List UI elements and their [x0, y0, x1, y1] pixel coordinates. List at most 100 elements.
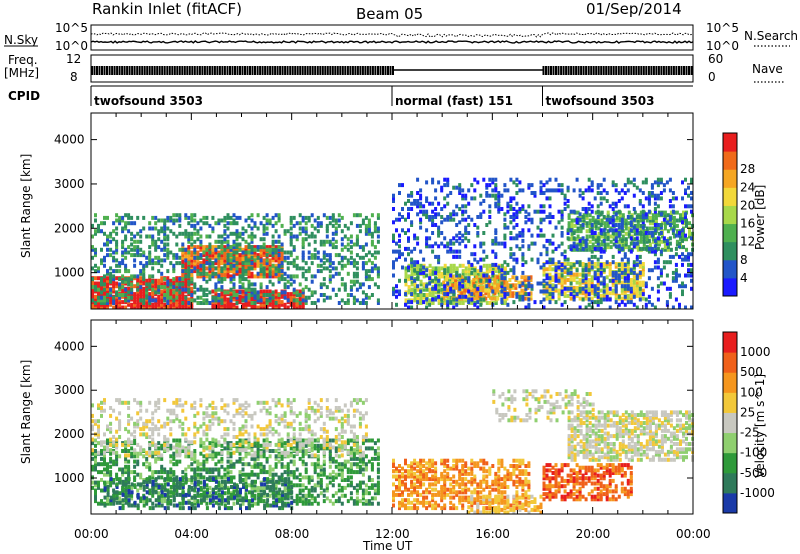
heatmap-cell — [665, 241, 669, 246]
heatmap-cell — [461, 212, 465, 217]
heatmap-cell — [277, 271, 281, 276]
heatmap-cell — [202, 287, 206, 292]
heatmap-cell — [154, 281, 158, 286]
heatmap-cell — [226, 221, 230, 226]
heatmap-cell — [130, 446, 134, 451]
heatmap-cell — [232, 258, 236, 263]
heatmap-cell — [211, 302, 215, 307]
y-tick-label: 3000 — [54, 177, 85, 191]
heatmap-cell — [376, 301, 380, 305]
heatmap-cell — [410, 191, 414, 195]
heatmap-cell — [497, 207, 501, 211]
heatmap-cell — [629, 278, 633, 282]
heatmap-cell — [265, 266, 269, 271]
heatmap-cell — [340, 229, 344, 234]
heatmap-cell — [578, 241, 582, 246]
heatmap-cell — [100, 279, 103, 284]
heatmap-cell — [416, 201, 420, 206]
heatmap-cell — [644, 297, 648, 302]
heatmap-cell — [235, 250, 239, 255]
y-tick-label: 2000 — [54, 221, 85, 235]
heatmap-cell — [690, 278, 693, 283]
heatmap-cell — [259, 263, 263, 268]
freq-bar — [208, 66, 211, 75]
heatmap-cell — [647, 238, 651, 243]
heatmap-cell — [590, 249, 594, 254]
heatmap-cell — [431, 301, 435, 305]
heatmap-cell — [196, 229, 200, 234]
heatmap-cell — [560, 188, 564, 193]
heatmap-cell — [626, 215, 630, 219]
heatmap-cell — [322, 282, 326, 287]
heatmap-cell — [557, 275, 561, 280]
heatmap-cell — [672, 223, 676, 228]
heatmap-cell — [545, 252, 549, 257]
heatmap-cell — [331, 237, 335, 242]
heatmap-cell — [681, 220, 684, 225]
heatmap-cell — [614, 273, 618, 278]
heatmap-cell — [142, 250, 146, 255]
heatmap-cell — [130, 302, 134, 307]
heatmap-cell — [455, 266, 459, 271]
heatmap-cell — [621, 242, 625, 247]
heatmap-cell — [611, 223, 615, 227]
heatmap-cell — [443, 196, 447, 201]
heatmap-cell — [395, 228, 398, 233]
heatmap-cell — [611, 291, 615, 296]
heatmap-cell — [247, 263, 251, 268]
heatmap-cell — [316, 269, 320, 274]
heatmap-cell — [283, 231, 287, 236]
heatmap-cell — [437, 298, 441, 303]
heatmap-cell — [193, 247, 197, 252]
heatmap-cell — [548, 215, 552, 219]
heatmap-cell — [500, 281, 504, 286]
heatmap-cell — [590, 180, 594, 185]
heatmap-cell — [259, 298, 263, 303]
heatmap-cell — [542, 289, 546, 294]
heatmap-cell — [277, 234, 281, 239]
heatmap-cell — [638, 201, 642, 206]
colorbar-tick-label: 8 — [740, 253, 748, 267]
heatmap-cell — [298, 289, 302, 294]
heatmap-cell — [494, 301, 498, 305]
heatmap-cell — [407, 285, 411, 290]
heatmap-cell — [226, 247, 230, 252]
heatmap-cell — [340, 247, 344, 252]
heatmap-cell — [557, 244, 561, 249]
heatmap-cell — [461, 271, 465, 276]
heatmap-cell — [259, 274, 263, 279]
freq-bar — [161, 66, 164, 75]
heatmap-cell — [115, 281, 119, 286]
heatmap-cell — [289, 261, 293, 266]
heatmap-cell — [671, 196, 675, 201]
heatmap-cell — [199, 263, 203, 268]
heatmap-cell — [97, 483, 100, 488]
heatmap-cell — [325, 234, 329, 239]
heatmap-cell — [690, 268, 693, 273]
nsky-scale-bottom-right: 10^0 — [706, 39, 739, 53]
heatmap-cell — [301, 245, 305, 250]
heatmap-cell — [199, 255, 203, 260]
heatmap-cell — [238, 234, 242, 239]
heatmap-cell — [404, 292, 407, 297]
heatmap-cell — [127, 221, 131, 226]
freq-bar — [562, 66, 565, 75]
heatmap-cell — [605, 217, 609, 222]
heatmap-cell — [454, 285, 458, 290]
heatmap-cell — [223, 247, 227, 252]
heatmap-cell — [494, 266, 498, 271]
nave-tick-high: 60 — [708, 52, 723, 66]
heatmap-cell — [608, 291, 612, 296]
heatmap-cell — [229, 269, 233, 274]
heatmap-cell — [121, 218, 125, 223]
heatmap-cell — [163, 229, 167, 234]
heatmap-cell — [277, 305, 281, 310]
heatmap-cell — [355, 253, 359, 258]
freq-bar — [359, 66, 362, 75]
heatmap-cell — [145, 456, 149, 461]
heatmap-cell — [615, 231, 619, 236]
heatmap-cell — [331, 261, 335, 266]
heatmap-cell — [443, 284, 447, 289]
heatmap-cell — [490, 285, 494, 290]
heatmap-cell — [416, 300, 420, 305]
